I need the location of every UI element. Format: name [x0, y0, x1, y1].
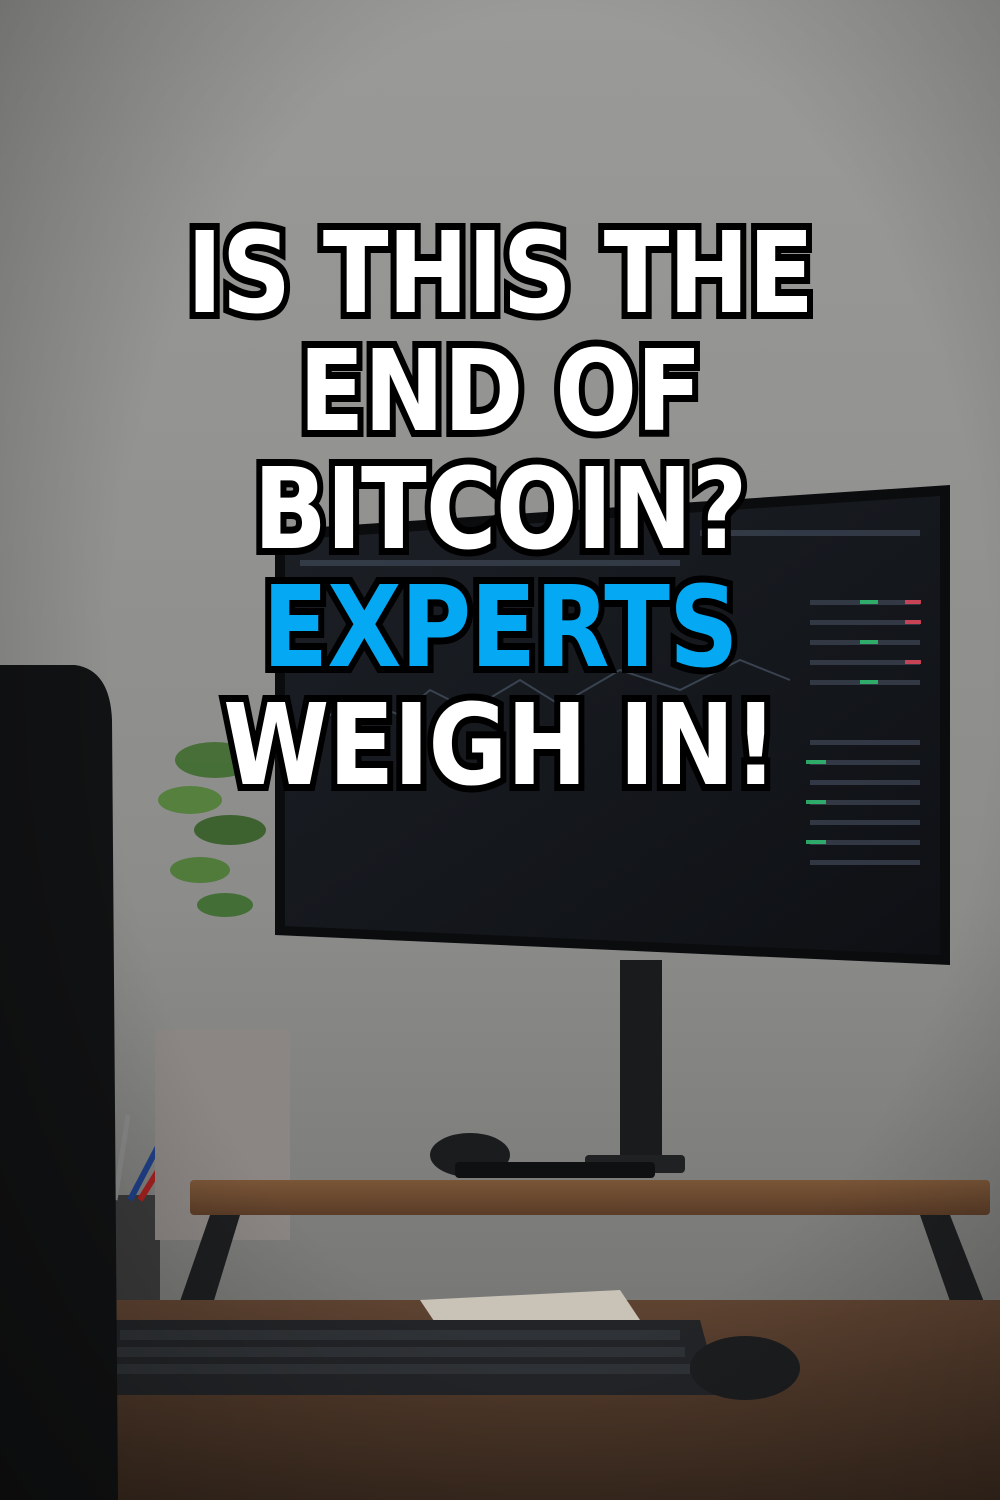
headline-line-5: WEIGH IN! [217, 680, 784, 812]
headline-line-4: EXPERTS [256, 562, 744, 694]
headline-line-1: IS THIS THE [181, 208, 820, 340]
headline-line-2: END OF [293, 326, 708, 458]
headline-line-3: BITCOIN? [247, 444, 753, 576]
headline: IS THIS THE END OF BITCOIN? EXPERTS WEIG… [0, 208, 1000, 812]
